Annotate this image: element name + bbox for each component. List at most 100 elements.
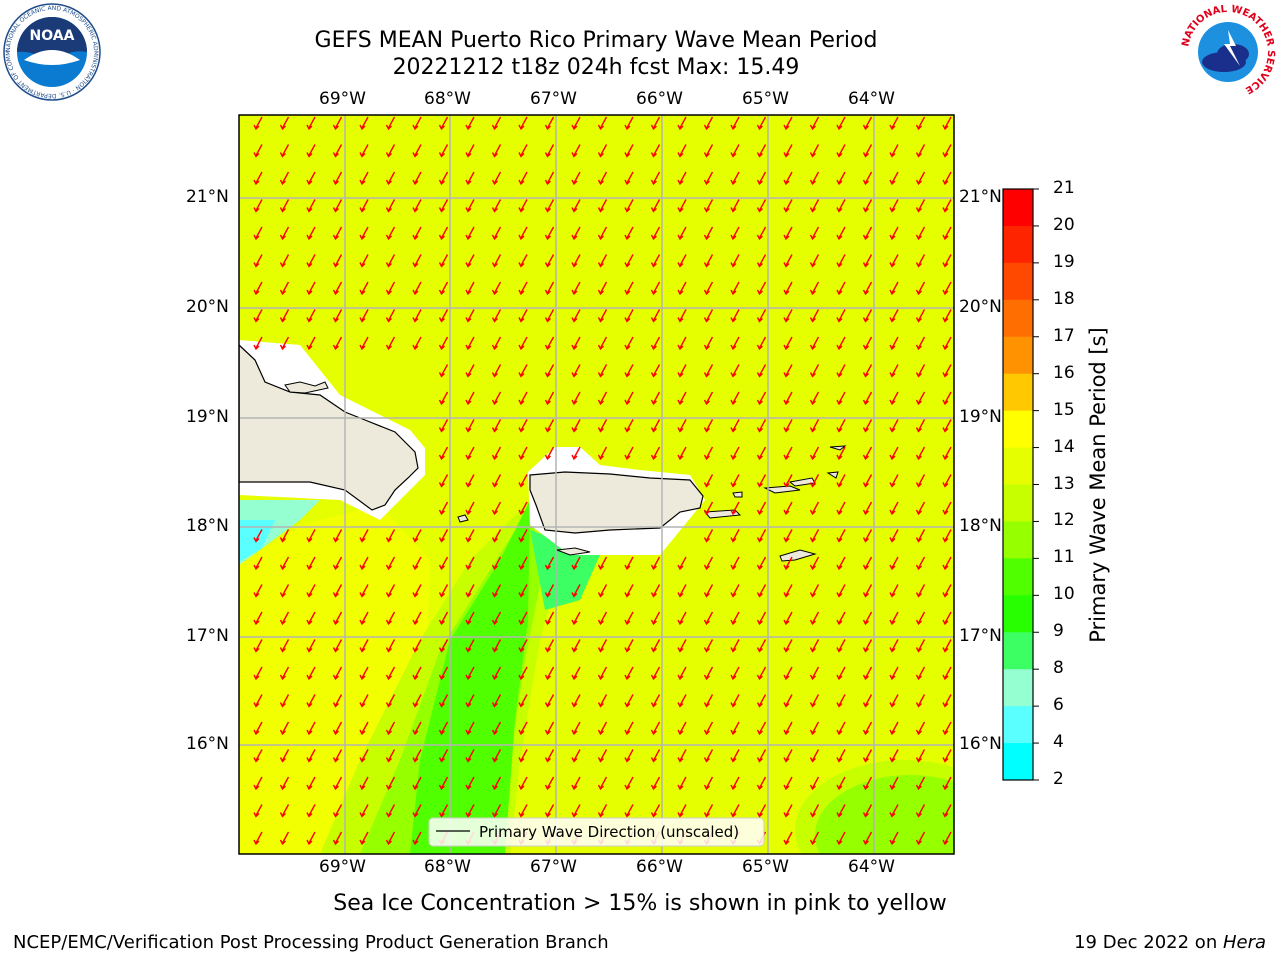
- wave-arrow: [571, 309, 581, 323]
- wave-arrow: [438, 804, 449, 818]
- wave-arrow: [809, 639, 820, 653]
- footer-credit: NCEP/EMC/Verification Post Processing Pr…: [13, 932, 609, 953]
- wave-arrow: [253, 144, 263, 158]
- wave-arrow: [862, 776, 873, 791]
- wave-arrow: [359, 336, 369, 351]
- wave-arrow: [597, 804, 608, 818]
- wave-arrow: [915, 474, 926, 488]
- wave-arrow: [703, 804, 714, 818]
- wave-arrow: [783, 611, 793, 626]
- wave-arrow: [465, 804, 475, 818]
- wave-arrow: [809, 529, 820, 543]
- wave-arrow: [809, 446, 820, 461]
- wave-arrow: [942, 831, 952, 846]
- wave-arrow: [597, 171, 608, 186]
- wave-arrow: [359, 584, 369, 598]
- wave-arrow: [253, 694, 263, 708]
- wave-arrow: [518, 446, 528, 461]
- wave-arrow: [783, 281, 793, 296]
- wave-arrow: [809, 199, 820, 213]
- wave-arrow: [544, 446, 555, 461]
- wave-arrow: [942, 336, 952, 351]
- wave-arrow: [730, 556, 740, 571]
- wave-arrow: [809, 419, 820, 433]
- wave-arrow: [544, 776, 555, 791]
- wave-arrow: [544, 144, 555, 158]
- wave-arrow: [571, 281, 581, 296]
- wave-arrow: [359, 529, 369, 543]
- culebra-island: [732, 491, 743, 498]
- wave-arrow: [756, 749, 767, 763]
- wave-arrow: [650, 364, 661, 378]
- wave-arrow: [624, 611, 634, 626]
- wave-arrow: [597, 611, 608, 626]
- wave-arrow: [677, 199, 687, 213]
- wave-arrow: [597, 391, 608, 406]
- wave-arrow: [809, 556, 820, 571]
- wave-arrow: [332, 144, 343, 158]
- wave-arrow: [756, 391, 767, 406]
- colorbar-frame: [1002, 188, 1034, 781]
- wave-arrow: [703, 116, 714, 131]
- wave-arrow: [862, 666, 873, 681]
- wave-arrow: [783, 584, 793, 598]
- colorbar-band: [1003, 743, 1033, 781]
- lon-label-bottom-69w: 69°W: [319, 857, 366, 877]
- wave-arrow: [677, 749, 687, 763]
- wave-arrow: [253, 556, 263, 571]
- wave-arrow: [571, 666, 581, 681]
- wave-arrow: [438, 639, 449, 653]
- wave-arrow: [756, 501, 767, 516]
- wave-arrow: [703, 419, 714, 433]
- tortuga-island: [284, 381, 329, 394]
- lon-label-bottom-68w: 68°W: [424, 857, 471, 877]
- wave-arrow: [597, 639, 608, 653]
- wave-arrow: [465, 556, 475, 571]
- wave-arrow: [279, 336, 290, 351]
- wave-arrow: [571, 171, 581, 186]
- wave-arrow: [465, 446, 475, 461]
- wave-arrow: [491, 804, 502, 818]
- wave-arrow: [650, 776, 661, 791]
- wave-arrow: [624, 254, 634, 268]
- wave-arrow: [730, 776, 740, 791]
- lon-label-bottom-67w: 67°W: [530, 857, 577, 877]
- wave-arrow: [332, 639, 343, 653]
- sea-ice-caption: Sea Ice Concentration > 15% is shown in …: [333, 891, 947, 916]
- wave-arrow: [571, 336, 581, 351]
- wave-arrow: [465, 721, 475, 736]
- wave-arrow: [571, 804, 581, 818]
- wave-arrow: [438, 116, 449, 131]
- wave-arrow: [412, 584, 422, 598]
- wave-arrow: [571, 419, 581, 433]
- wave-arrow: [571, 391, 581, 406]
- wave-arrow: [862, 721, 873, 736]
- wave-arrow: [809, 474, 820, 488]
- lat-label-right-18n: 18°N: [959, 516, 1002, 536]
- wave-arrow: [624, 226, 634, 241]
- wave-arrow: [942, 199, 952, 213]
- wave-arrow: [915, 584, 926, 598]
- wave-arrow: [809, 501, 820, 516]
- wave-arrow: [703, 611, 714, 626]
- wave-arrow: [253, 666, 263, 681]
- colorbar-backdrop: [1003, 189, 1034, 781]
- colorbar-band: [1003, 410, 1033, 449]
- colorbar-band: [1003, 706, 1033, 744]
- wave-arrow: [518, 804, 528, 818]
- wave-arrow: [889, 831, 899, 846]
- wave-arrow: [756, 529, 767, 543]
- wave-arrow: [544, 309, 555, 323]
- lat-label-right-19n: 19°N: [959, 407, 1002, 427]
- lat-label-left-16n: 16°N: [186, 734, 229, 754]
- footer-date: 19 Dec 2022 on Hera: [1074, 932, 1266, 953]
- wave-arrow: [624, 116, 634, 131]
- wave-arrow: [597, 336, 608, 351]
- colorbar-tick-label: 2: [1053, 769, 1064, 789]
- wave-arrow: [915, 556, 926, 571]
- colorbar-band: [1003, 373, 1033, 412]
- wave-arrow: [359, 804, 369, 818]
- wave-arrow: [677, 776, 687, 791]
- wave-arrow: [359, 281, 369, 296]
